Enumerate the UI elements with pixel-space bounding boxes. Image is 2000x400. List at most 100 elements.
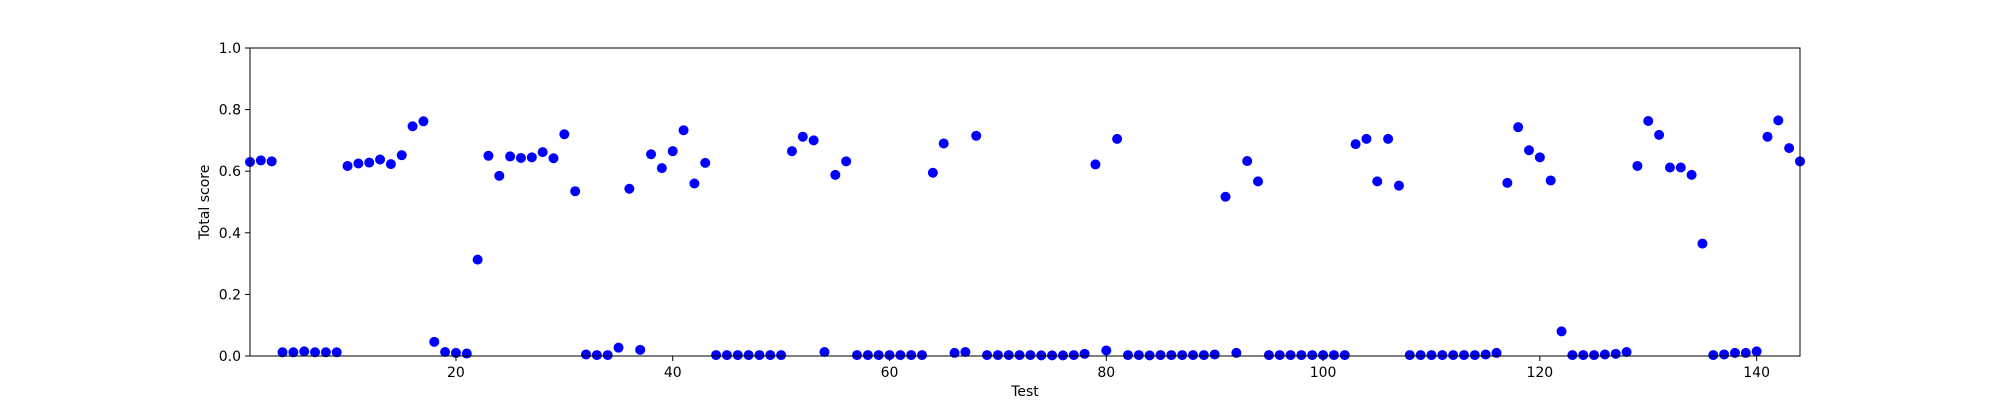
data-point bbox=[678, 125, 689, 136]
data-point bbox=[1719, 349, 1730, 360]
data-point bbox=[1751, 346, 1762, 357]
data-point bbox=[960, 347, 971, 357]
data-point bbox=[1025, 350, 1036, 361]
data-point bbox=[1686, 169, 1697, 180]
data-point bbox=[450, 347, 461, 358]
data-point bbox=[830, 169, 841, 180]
data-point bbox=[1469, 350, 1480, 361]
data-point bbox=[1361, 133, 1372, 144]
data-point bbox=[862, 350, 873, 361]
data-point bbox=[1122, 350, 1133, 361]
data-point bbox=[711, 350, 722, 361]
data-point bbox=[255, 155, 266, 166]
data-point bbox=[1318, 350, 1329, 361]
data-point bbox=[1231, 347, 1242, 358]
data-point bbox=[505, 151, 516, 162]
data-point bbox=[1448, 350, 1459, 361]
data-point bbox=[1654, 129, 1665, 140]
y-tick-label: 0.6 bbox=[219, 164, 241, 180]
data-point bbox=[1589, 350, 1600, 361]
y-tick-label: 1.0 bbox=[219, 41, 241, 57]
data-point bbox=[364, 157, 375, 168]
data-point bbox=[949, 347, 960, 358]
x-tick-label: 20 bbox=[447, 365, 465, 381]
y-tick-label: 0.0 bbox=[219, 349, 241, 365]
data-point bbox=[1675, 162, 1686, 173]
data-point bbox=[548, 153, 559, 164]
data-point bbox=[851, 350, 862, 361]
data-point bbox=[1350, 139, 1361, 150]
data-point bbox=[808, 135, 819, 146]
data-point bbox=[277, 347, 288, 358]
data-point bbox=[570, 186, 581, 197]
data-point bbox=[721, 350, 732, 361]
data-point bbox=[1621, 347, 1632, 357]
data-point bbox=[1458, 350, 1469, 361]
data-point bbox=[1610, 348, 1621, 359]
data-point bbox=[472, 254, 483, 265]
data-point bbox=[591, 350, 602, 361]
data-point bbox=[396, 150, 407, 161]
data-point bbox=[1534, 152, 1545, 163]
data-point bbox=[819, 347, 830, 357]
data-point bbox=[320, 347, 331, 358]
data-point bbox=[461, 348, 472, 359]
data-point bbox=[1773, 115, 1784, 126]
data-point bbox=[992, 350, 1003, 361]
data-point bbox=[429, 336, 440, 347]
data-point bbox=[1708, 350, 1719, 361]
data-point bbox=[732, 350, 743, 361]
data-point bbox=[407, 121, 418, 132]
data-point bbox=[1079, 348, 1090, 359]
x-axis-label: Test bbox=[1010, 384, 1039, 400]
data-point bbox=[917, 350, 928, 361]
x-tick-label: 120 bbox=[1526, 365, 1553, 381]
data-point bbox=[797, 131, 808, 142]
data-point bbox=[602, 350, 613, 361]
data-point bbox=[1014, 350, 1025, 361]
data-point bbox=[1242, 156, 1253, 167]
data-point bbox=[1307, 350, 1318, 361]
data-point bbox=[1296, 350, 1307, 361]
data-point bbox=[440, 347, 451, 357]
data-point bbox=[1263, 350, 1274, 361]
data-point bbox=[700, 157, 711, 168]
data-point bbox=[515, 152, 526, 163]
y-axis-label: Total score bbox=[197, 165, 213, 241]
data-point bbox=[483, 150, 494, 161]
data-point bbox=[1383, 133, 1394, 144]
data-point bbox=[288, 347, 299, 358]
data-point bbox=[1426, 350, 1437, 361]
data-point bbox=[1036, 350, 1047, 361]
data-point bbox=[1209, 349, 1220, 360]
data-point bbox=[1740, 347, 1751, 358]
data-point bbox=[776, 350, 787, 361]
data-point bbox=[1491, 347, 1502, 358]
data-point bbox=[895, 350, 906, 361]
data-point bbox=[331, 347, 342, 358]
data-point bbox=[1274, 350, 1285, 361]
data-point bbox=[1372, 176, 1383, 187]
data-point bbox=[1729, 347, 1740, 358]
data-point bbox=[1198, 350, 1209, 361]
plot-area-frame bbox=[249, 47, 1801, 357]
data-point bbox=[1762, 131, 1773, 142]
x-tick-label: 40 bbox=[664, 365, 682, 381]
data-point bbox=[299, 346, 310, 357]
data-point bbox=[982, 350, 993, 361]
data-point bbox=[1632, 160, 1643, 171]
data-point bbox=[526, 152, 537, 163]
data-point bbox=[1480, 349, 1491, 360]
data-point bbox=[1068, 350, 1079, 361]
data-point bbox=[1578, 350, 1589, 361]
data-point bbox=[266, 156, 277, 167]
data-point bbox=[1003, 350, 1014, 361]
y-tick-label: 0.8 bbox=[219, 103, 241, 119]
x-tick-label: 140 bbox=[1743, 365, 1770, 381]
data-point bbox=[1524, 145, 1535, 156]
data-point bbox=[1664, 162, 1675, 173]
data-point bbox=[1545, 175, 1556, 186]
x-tick-label: 60 bbox=[881, 365, 899, 381]
